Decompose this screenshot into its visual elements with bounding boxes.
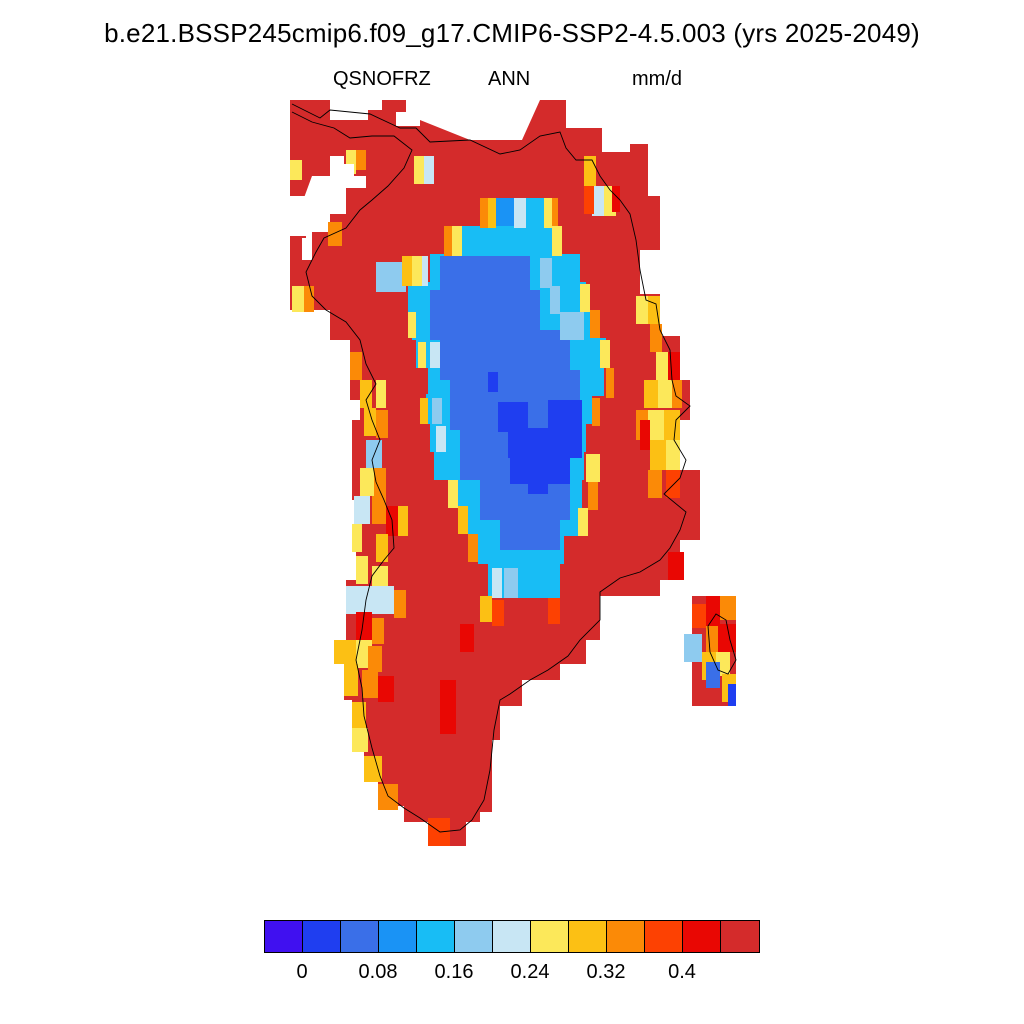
greenland-map — [290, 100, 737, 846]
colorbar-swatch-0 — [265, 921, 303, 952]
period-label: ANN — [488, 68, 531, 90]
colorbar-tick-label: 0.32 — [586, 961, 626, 983]
colorbar-swatch-3 — [379, 921, 417, 952]
island-cells — [684, 596, 736, 706]
colorbar-swatch-7 — [531, 921, 569, 952]
colorbar-swatch-5 — [455, 921, 493, 952]
transition-cells — [402, 198, 614, 652]
colorbar-swatch-6 — [493, 921, 531, 952]
colorbar-swatch-12 — [721, 921, 759, 952]
colorbar-tick-label: 0.24 — [510, 961, 550, 983]
variable-label: QSNOFRZ — [333, 68, 431, 90]
plot-title: b.e21.BSSP245cmip6.f09_g17.CMIP6-SSP2-4.… — [104, 18, 920, 48]
colorbar-swatch-10 — [645, 921, 683, 952]
colorbar-tick-label: 0.08 — [358, 961, 398, 983]
units-label: mm/d — [632, 68, 682, 90]
island-coastline — [707, 613, 737, 675]
colorbar-tick-label: 0.4 — [668, 961, 696, 983]
colorbar-swatch-1 — [303, 921, 341, 952]
coastline — [291, 103, 691, 833]
colorbar-swatch-4 — [417, 921, 455, 952]
west-coast-cells — [290, 150, 456, 846]
colorbar-swatch-2 — [341, 921, 379, 952]
colorbar-swatch-11 — [683, 921, 721, 952]
colorbar-swatch-8 — [569, 921, 607, 952]
colorbar — [264, 920, 760, 953]
colorbar-swatch-9 — [607, 921, 645, 952]
ocean-gaps — [290, 100, 420, 260]
east-coast-cells — [636, 296, 684, 580]
colorbar-tick-label: 0.16 — [434, 961, 474, 983]
colorbar-tick-label: 0 — [296, 961, 308, 983]
